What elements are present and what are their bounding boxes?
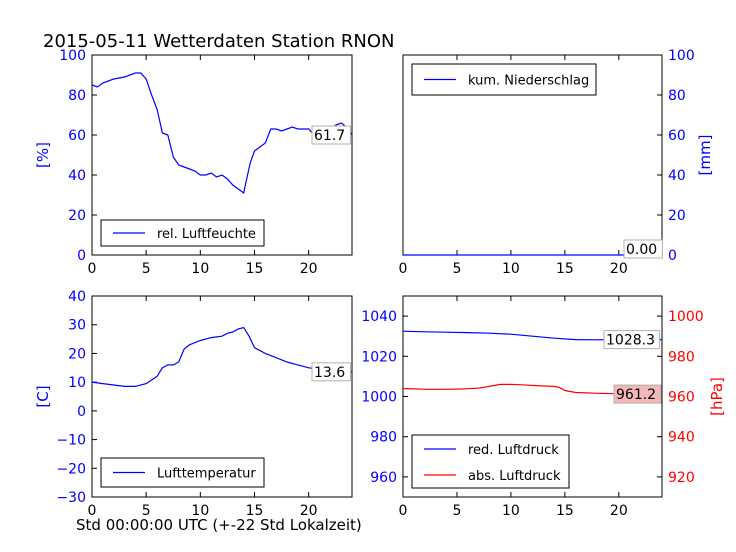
- legend-box: [411, 434, 570, 489]
- x-tick-label: 0: [399, 503, 408, 519]
- x-tick-label: 15: [556, 503, 574, 519]
- x-tick-label: 15: [246, 503, 264, 519]
- value-label-box: [603, 330, 661, 350]
- x-axis-caption: Std 00:00:00 UTC (+-22 Std Lokalzeit): [76, 516, 362, 534]
- last-value-label: 961.2: [616, 387, 656, 403]
- last-value-label: 0.00: [626, 242, 657, 258]
- x-tick-label: 20: [300, 261, 318, 277]
- y-tick-label: 20: [68, 208, 86, 224]
- y-tick-label: 1020: [361, 349, 397, 365]
- value-label-box: [623, 239, 663, 259]
- x-tick-label: 10: [502, 261, 520, 277]
- x-tick-label: 15: [556, 261, 574, 277]
- x-tick-label: 15: [246, 261, 264, 277]
- last-value-label: 13.6: [314, 365, 345, 381]
- y-tick-label: 960: [668, 390, 695, 406]
- y-tick-label: 0: [668, 248, 677, 264]
- y-tick-label: −30: [56, 490, 86, 506]
- y-tick-label: 60: [68, 128, 86, 144]
- y-tick-label: −10: [56, 433, 86, 449]
- x-tick-label: 5: [142, 261, 151, 277]
- value-label-box: [311, 362, 351, 382]
- x-tick-label: 5: [452, 261, 461, 277]
- y-tick-label: 980: [370, 430, 397, 446]
- series-line-lufttemperatur: [91, 326, 353, 387]
- legend-label: rel. Luftfeuchte: [157, 227, 256, 242]
- y-tick-label: 1000: [361, 390, 397, 406]
- y-tick-label: 40: [668, 168, 686, 184]
- value-label-box: [613, 384, 662, 404]
- y-axis-label: [mm]: [696, 135, 714, 176]
- y-tick-label: 940: [668, 430, 695, 446]
- legend-label: Lufttemperatur: [157, 467, 256, 482]
- y-tick-label: 1040: [361, 309, 397, 325]
- y-tick-label: 0: [77, 404, 86, 420]
- plot-frame: [91, 54, 353, 256]
- y-tick-label: 1000: [668, 309, 704, 325]
- y-tick-label: 100: [668, 48, 695, 64]
- y-tick-label: 980: [668, 349, 695, 365]
- plot-frame: [91, 295, 353, 498]
- y-tick-label: 20: [68, 346, 86, 362]
- value-label-box: [311, 125, 351, 145]
- y-tick-label: 60: [668, 128, 686, 144]
- last-value-label: 61.7: [314, 128, 345, 144]
- y-axis-label: [hPa]: [708, 377, 726, 416]
- y-tick-label: 100: [59, 48, 86, 64]
- y-tick-label: 80: [668, 88, 686, 104]
- legend-label: kum. Niederschlag: [468, 74, 589, 89]
- x-tick-label: 20: [610, 261, 628, 277]
- last-value-label: 1028.3: [606, 333, 655, 349]
- x-tick-label: 10: [191, 261, 209, 277]
- legend-label: red. Luftdruck: [468, 443, 559, 458]
- x-tick-label: 5: [142, 503, 151, 519]
- series-line-rel-luftfeuchte: [91, 72, 353, 195]
- y-tick-label: −20: [56, 461, 86, 477]
- x-tick-label: 10: [191, 503, 209, 519]
- y-tick-label: 40: [68, 168, 86, 184]
- y-tick-label: 10: [68, 375, 86, 391]
- y-tick-label: 20: [668, 208, 686, 224]
- y-tick-label: 30: [68, 318, 86, 334]
- x-tick-label: 0: [399, 261, 408, 277]
- series-line-abs-luftdruck: [402, 383, 662, 395]
- x-tick-label: 0: [88, 261, 97, 277]
- y-tick-label: 920: [668, 470, 695, 486]
- x-tick-label: 20: [610, 503, 628, 519]
- x-tick-label: 5: [452, 503, 461, 519]
- y-axis-label: [C]: [34, 385, 52, 407]
- x-tick-label: 10: [502, 503, 520, 519]
- legend-label: abs. Luftdruck: [468, 469, 561, 484]
- y-tick-label: 80: [68, 88, 86, 104]
- y-tick-label: 40: [68, 289, 86, 305]
- y-tick-label: 0: [77, 248, 86, 264]
- figure-title: 2015-05-11 Wetterdaten Station RNON: [43, 31, 395, 52]
- x-tick-label: 20: [300, 503, 318, 519]
- x-tick-label: 0: [88, 503, 97, 519]
- y-axis-label: [%]: [34, 142, 52, 168]
- y-tick-label: 960: [370, 470, 397, 486]
